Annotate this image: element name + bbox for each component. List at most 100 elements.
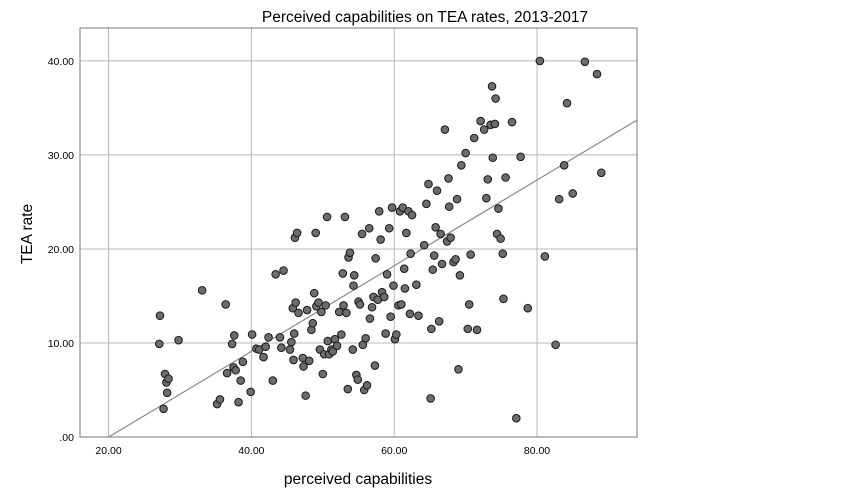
data-point xyxy=(487,81,497,91)
data-point xyxy=(365,314,375,323)
data-point xyxy=(162,388,172,398)
data-point xyxy=(592,69,602,79)
y-tick-label: 40.00 xyxy=(48,56,74,68)
data-point xyxy=(370,361,380,370)
data-point xyxy=(483,175,493,184)
data-point xyxy=(491,94,500,103)
data-point xyxy=(154,339,164,349)
data-point xyxy=(399,264,409,273)
data-point xyxy=(436,229,445,239)
data-point xyxy=(268,376,278,385)
data-point xyxy=(371,254,380,263)
data-point xyxy=(463,324,473,334)
data-point xyxy=(455,270,465,280)
data-point xyxy=(444,202,454,211)
data-point xyxy=(222,368,232,378)
data-point xyxy=(426,394,435,403)
data-point xyxy=(551,340,560,350)
data-point xyxy=(229,331,239,340)
data-point xyxy=(512,413,521,423)
data-point xyxy=(264,333,273,342)
data-point xyxy=(304,356,314,366)
data-point xyxy=(321,301,330,310)
data-point xyxy=(490,119,500,129)
data-point xyxy=(294,308,303,318)
data-point xyxy=(389,281,398,290)
data-point xyxy=(339,301,348,310)
data-point xyxy=(406,249,415,258)
data-point xyxy=(289,329,299,338)
data-point xyxy=(376,235,385,244)
data-point xyxy=(488,153,498,163)
data-point xyxy=(299,362,308,371)
data-point xyxy=(479,125,489,134)
data-point xyxy=(405,309,415,319)
data-point xyxy=(381,329,390,338)
data-point xyxy=(437,259,447,269)
data-point xyxy=(275,333,285,342)
data-point xyxy=(337,330,346,339)
data-point xyxy=(357,229,367,239)
data-point xyxy=(221,300,230,309)
data-point xyxy=(318,369,328,379)
data-point xyxy=(516,152,525,162)
data-point xyxy=(367,302,377,312)
data-point xyxy=(301,391,310,400)
data-point xyxy=(343,384,353,394)
data-point xyxy=(476,116,485,126)
data-point xyxy=(338,269,348,278)
x-tick-label: 20.00 xyxy=(95,445,121,457)
data-point xyxy=(434,317,444,326)
data-point xyxy=(466,250,475,259)
data-point xyxy=(355,300,365,309)
data-point xyxy=(215,395,225,404)
data-point xyxy=(407,210,417,220)
data-point xyxy=(501,173,510,182)
data-point xyxy=(353,375,363,384)
data-point xyxy=(452,194,462,204)
data-point xyxy=(596,168,606,178)
data-point xyxy=(328,347,338,356)
data-point xyxy=(302,305,312,315)
data-point xyxy=(345,248,355,258)
data-point xyxy=(289,355,298,365)
y-axis-label: TEA rate xyxy=(19,204,36,264)
data-point xyxy=(362,380,372,390)
data-point xyxy=(496,234,505,243)
data-point xyxy=(247,330,257,339)
data-point xyxy=(472,325,482,335)
data-point xyxy=(431,223,440,232)
data-point xyxy=(400,284,410,293)
x-axis-label: perceived capabilities xyxy=(284,471,432,488)
x-tick-label: 60.00 xyxy=(381,445,407,457)
data-point xyxy=(554,194,564,204)
data-point xyxy=(523,303,533,313)
data-point xyxy=(323,336,333,346)
data-point xyxy=(382,270,392,279)
data-point xyxy=(432,186,442,195)
data-point xyxy=(412,280,421,289)
data-point xyxy=(332,341,342,351)
data-point xyxy=(311,228,320,238)
data-point xyxy=(379,292,389,302)
data-point xyxy=(461,148,470,158)
data-point xyxy=(364,223,374,233)
data-point xyxy=(231,365,240,375)
x-tick-label: 40.00 xyxy=(238,445,264,457)
data-point xyxy=(559,160,569,170)
data-point xyxy=(498,249,508,258)
data-point xyxy=(451,254,460,264)
data-point xyxy=(227,339,237,349)
data-point xyxy=(361,333,370,343)
grid-lines xyxy=(80,28,637,437)
data-point xyxy=(164,374,173,384)
data-point xyxy=(427,324,436,334)
data-point xyxy=(292,228,302,238)
data-point xyxy=(271,270,280,279)
data-point xyxy=(246,387,255,397)
data-point xyxy=(197,286,207,295)
data-point xyxy=(309,288,319,298)
data-point xyxy=(259,352,268,362)
data-point xyxy=(349,270,359,280)
data-point xyxy=(340,212,350,222)
